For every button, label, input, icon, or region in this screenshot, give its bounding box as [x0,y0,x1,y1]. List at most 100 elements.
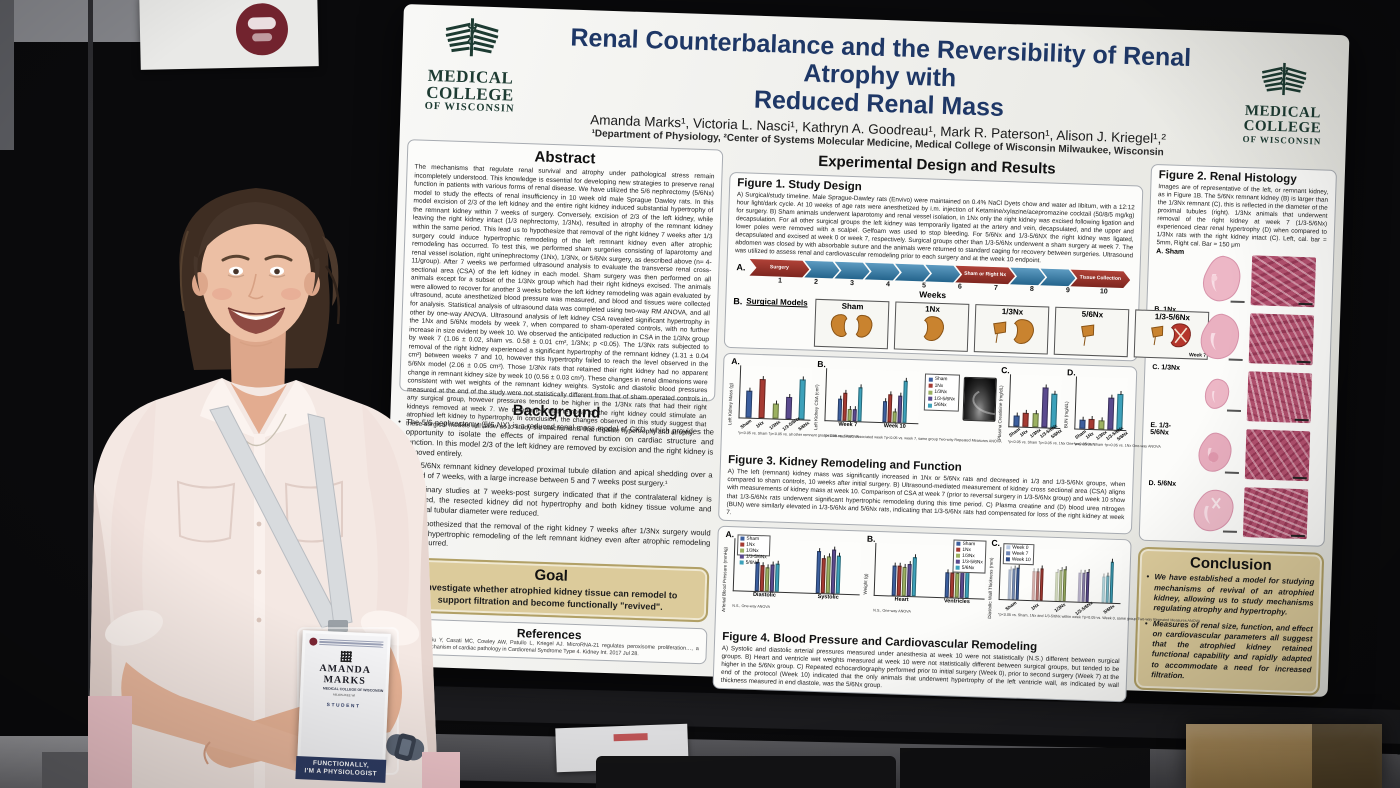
bar [774,561,780,592]
cardboard-box [1186,724,1382,788]
badge-role: STUDENT [326,702,361,710]
bar-cluster [1095,550,1120,603]
bar-cluster [1072,549,1097,602]
list-item: 9 [1065,287,1070,295]
histology-row-1nx: B. 1Nx [1152,306,1324,369]
legend-swatch [1006,545,1011,550]
mcw-line3: OF WISCONSIN [424,100,515,115]
legend-swatch [740,542,745,547]
bag-shadow [900,748,1150,788]
list-item: 7 [993,285,998,293]
badge-city: MILWAUKEE WI [332,693,356,698]
chart-legend: Sham 1Nx 1/3Nx 1/3-5/6Nx 5/6Nx [952,539,987,574]
histology-image [1246,371,1313,424]
nose [247,273,264,300]
scale-bar [1292,477,1307,480]
x-tick-label: Ventricles [943,597,970,605]
scale-bar [1298,303,1313,306]
panel-letter: C. [1001,365,1010,376]
x-tick-label: Week 7 [838,422,858,429]
bar [745,387,753,419]
bar [1015,565,1020,600]
badge-header-lines [319,638,384,648]
list-item: 1 [777,277,783,286]
bar [852,406,858,422]
x-tick-label: Systolic [817,593,839,601]
panel-b-label: B. [733,296,743,307]
legend-swatch [956,553,961,558]
chart-arterial-blood-pressure: A. Arterial Blood Pressure (mmHg) Diastoli… [721,529,863,635]
sham-or-right-nx-label: Sham or Right Nx [964,270,1007,279]
chart-legend: Week 0 Week 7 Week 10 [1002,542,1035,565]
x-tick-label: Week 10 [883,423,906,431]
face [192,202,320,347]
list-item: 8 [1029,286,1034,294]
bar [1041,384,1049,428]
plot-area [824,368,921,425]
bar [1107,394,1115,431]
legend-entry: 1/3Nx [739,548,767,554]
histology-label: D. 5/6Nx [1148,480,1177,489]
histology-row-13-56nx: E. 1/3-5/6Nx [1149,422,1321,485]
poster-board-seam [88,0,93,750]
legend-entry: Week 7 [1006,551,1031,557]
smartwatch [386,733,425,762]
two-kidneys-icon [831,314,873,339]
hair-front [198,202,314,260]
list-item: 6 [957,283,962,292]
legend-entry: Week 0 [1006,545,1031,551]
legend-swatch [955,565,960,570]
timeline-segment [804,261,840,279]
bar [892,408,897,423]
histology-row-56nx: D. 5/6Nx [1147,480,1319,543]
stats-footnote: *p<0.05 vs. Sham †p<0.05 vs. 1Nx One-way… [1073,442,1161,450]
figure3-charts: A. Left Kidney Mass (g) Sham 1Nx 1/3Nx 1/3-5/… [727,356,1161,466]
legend-entry: 1Nx [928,383,956,389]
legend-entry: 1/3-5/6Nx [928,396,955,402]
list-item: 4 [885,281,891,289]
legend-swatch [928,390,933,395]
timeline-segment [1010,268,1046,286]
poster-header: MEDICAL COLLEGE OF WISCONSIN Renal Count… [408,10,1342,164]
bar-cluster [1048,548,1073,601]
y-axis-label: Diastolic Wall Thickness (mm) [986,556,994,619]
badge-header [309,636,384,649]
bar [847,406,853,422]
histology-label: A. Sham [1156,248,1185,257]
bar [1078,416,1086,430]
histology-image [1250,255,1317,308]
person-illustration [88,188,460,788]
surgery-label: Surgery [769,264,789,272]
stats-footnote: *p<0.05 vs. Sham, associated week †p<0.0… [823,434,1002,445]
histology-image [1242,487,1309,540]
chart-left-kidney-mass: A. Left Kidney Mass (g) Sham 1Nx 1/3Nx 1/3-5/… [727,356,859,456]
wall-corner [0,0,142,42]
chart-legend: Sham 1Nx 1/3Nx 1/3-5/6Nx 5/6Nx [736,534,771,566]
bar [785,393,793,420]
timeline-segment [864,263,900,281]
histology-label: E. 1/3-5/6Nx [1150,422,1172,437]
bar [1039,565,1044,601]
figure1-caption: A) Surgical/study timeline. Male Sprague… [734,191,1135,265]
bar [857,384,863,422]
mcw-logo-text: MEDICAL COLLEGE OF WISCONSIN [1242,103,1322,146]
session-number-sign [139,0,319,70]
legend-swatch [1006,551,1011,556]
ligated-remnant-and-kidney-icon [993,319,1035,345]
list-item: We have established a model for studying… [1145,572,1314,619]
stats-footnote: *p<0.05 vs. Sham †p<0.05 vs. all other r… [737,431,859,440]
timeline-tissue-arrow: Tissue Collection [1070,270,1130,289]
bar [764,564,770,592]
tissue-collection-label: Tissue Collection [1079,274,1122,283]
conclusion-bullets: We have established a model for studying… [1143,572,1314,685]
bar [1013,412,1020,427]
conclusion-section: Conclusion We have established a model f… [1133,547,1325,696]
bar-cluster [795,368,810,420]
panel-letter: D. [1066,367,1076,378]
chart-wall-thickness: C. Diastolic Wall Thickness (mm) Sham 1Nx 1/… [986,537,1200,642]
smile [227,307,286,334]
plot-area [738,365,813,422]
legend-swatch [928,383,933,389]
panel-a-label: A. [736,262,746,273]
